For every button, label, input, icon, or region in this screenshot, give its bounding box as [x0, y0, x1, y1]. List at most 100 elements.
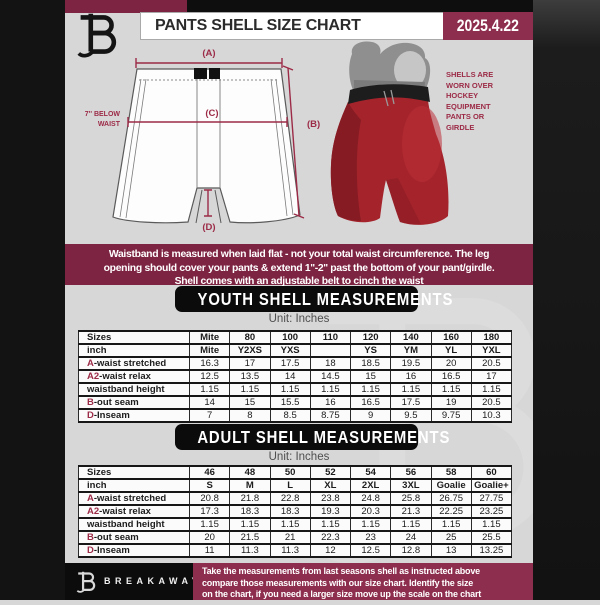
table-cell: 24 — [390, 530, 432, 545]
table-row: inch Mite Y2XS YXS YS YM YL YXL — [78, 343, 513, 358]
table-row: A-waist stretched 16.3 17 17.5 18 18.5 19.5 20 2… — [78, 356, 513, 371]
table-cell: 1.15 — [309, 517, 352, 532]
table-cell: Y2XS — [229, 343, 271, 358]
diagram-label-a: (A) — [202, 48, 215, 59]
adult-section-title: ADULT SHELL MEASUREMENTS — [197, 427, 451, 447]
table-row: waistband height 1.15 1.15 1.15 1.15 1.15 1.15… — [78, 517, 513, 532]
row-label-prefix: A — [87, 493, 94, 504]
table-cell: 56 — [390, 465, 432, 480]
table-row: B-out seam 20 21.5 21 22.3 23 24 25 25.5 — [78, 530, 513, 545]
footer-instructions-line: Take the measurements from last seasons … — [202, 566, 480, 576]
header-top-strip-black — [187, 0, 533, 13]
table-cell: 18.3 — [269, 504, 311, 519]
table-cell: 1.15 — [470, 517, 513, 532]
table-row: A2-waist relax 17.3 18.3 18.3 19.3 20.3 21.3 22… — [78, 504, 513, 519]
table-cell: 22.25 — [430, 504, 472, 519]
table-cell: 12.5 — [188, 369, 231, 384]
row-label: B-out seam — [78, 530, 190, 545]
table-cell: 1.15 — [229, 517, 271, 532]
table-cell: 18 — [309, 356, 352, 371]
table-cell: 13 — [430, 543, 472, 558]
table-cell — [309, 343, 352, 358]
row-label: Sizes — [78, 465, 190, 480]
row-label: D-Inseam — [78, 408, 190, 423]
table-cell: S — [188, 478, 231, 493]
table-cell: 140 — [390, 330, 432, 345]
table-cell: 1.15 — [430, 382, 472, 397]
info-banner-line: Waistband is measured when laid flat - n… — [108, 249, 490, 260]
table-cell: 1.15 — [470, 382, 513, 397]
table-cell: 12 — [309, 543, 352, 558]
table-cell: 27.75 — [470, 491, 513, 506]
table-row: D-Inseam 11 11.3 11.3 12 12.5 12.8 13 13.25 — [78, 543, 513, 558]
shells-worn-note: SHELLS ARE WORN OVER HOCKEY EQUIPMENT PA… — [446, 70, 494, 132]
table-cell: 1.15 — [390, 382, 432, 397]
table-row: D-Inseam 7 8 8.5 8.75 9 9.5 9.75 10.3 — [78, 408, 513, 423]
table-cell: 11.3 — [269, 543, 311, 558]
table-cell: 60 — [470, 465, 513, 480]
table-cell: YM — [390, 343, 432, 358]
table-cell: 21.5 — [229, 530, 271, 545]
right-edge-bar — [533, 0, 600, 600]
youth-unit-label: Unit: Inches — [268, 313, 330, 325]
table-cell: 10.3 — [470, 408, 513, 423]
table-cell: 21 — [269, 530, 311, 545]
row-label-prefix: B — [87, 532, 94, 543]
table-cell: 54 — [349, 465, 392, 480]
table-cell: 17 — [470, 369, 513, 384]
table-cell: 20.3 — [349, 504, 392, 519]
table-cell: 25 — [430, 530, 472, 545]
table-cell: 3XL — [390, 478, 432, 493]
row-label: D-Inseam — [78, 543, 190, 558]
table-cell: 11.3 — [229, 543, 271, 558]
row-label: A-waist stretched — [78, 356, 190, 371]
table-cell: 58 — [430, 465, 472, 480]
table-cell: 12.5 — [349, 543, 392, 558]
table-cell: 21.3 — [390, 504, 432, 519]
row-label: A2-waist relax — [78, 369, 190, 384]
table-cell: 16 — [390, 369, 432, 384]
pants-measurement-diagram: (A) (C) (B) (D) 7'' BELOW WAIST — [78, 46, 320, 238]
table-cell: 16.3 — [188, 356, 231, 371]
table-cell: 1.15 — [309, 382, 352, 397]
table-cell: 8 — [229, 408, 271, 423]
info-banner-line: opening should cover your pants & extend… — [103, 262, 495, 274]
table-cell: 1.15 — [349, 382, 392, 397]
table-row: Sizes Mite 80 100 110 120 140 160 180 — [78, 330, 513, 345]
table-cell: YL — [430, 343, 472, 358]
table-cell: 19.3 — [309, 504, 352, 519]
row-label: A2-waist relax — [78, 504, 190, 519]
table-cell: 1.15 — [390, 517, 432, 532]
table-cell: 160 — [430, 330, 472, 345]
table-cell: M — [229, 478, 271, 493]
below-waist-note-line2: WAIST — [98, 121, 121, 128]
row-label: Sizes — [78, 330, 190, 345]
adult-unit-label: Unit: Inches — [268, 451, 330, 463]
measurements-table: Sizes 46 48 50 52 54 56 58 60 inch S M L XL 2XL 3XL Goal… — [78, 465, 513, 558]
table-cell: 14.5 — [309, 369, 352, 384]
footer: BREAKAWAY Take the measurements from las… — [65, 563, 533, 600]
table-cell: Mite — [188, 343, 231, 358]
youth-size-table: Sizes Mite 80 100 110 120 140 160 180 inch Mite Y2X… — [78, 330, 513, 423]
table-row: Sizes 46 48 50 52 54 56 58 60 — [78, 465, 513, 480]
table-cell: YS — [349, 343, 392, 358]
adult-section-banner: ADULT SHELL MEASUREMENTS — [175, 424, 449, 450]
table-cell: 7 — [188, 408, 231, 423]
table-cell: L — [269, 478, 311, 493]
table-cell: 16 — [309, 395, 352, 410]
table-cell: 8.5 — [269, 408, 311, 423]
table-cell: 180 — [470, 330, 513, 345]
table-cell: YXS — [269, 343, 311, 358]
table-cell: 18.5 — [349, 356, 392, 371]
row-label-prefix: D — [87, 410, 94, 421]
table-row: waistband height 1.15 1.15 1.15 1.15 1.15 1.15… — [78, 382, 513, 397]
footer-instructions: Take the measurements from last seasons … — [193, 563, 533, 600]
table-cell: 50 — [269, 465, 311, 480]
date-text: 2025.4.22 — [456, 16, 520, 35]
table-cell: 22.3 — [309, 530, 352, 545]
header-top-strip-maroon — [65, 0, 187, 13]
adult-size-table: Sizes 46 48 50 52 54 56 58 60 inch S M L XL 2XL 3XL Goal… — [78, 465, 513, 558]
table-cell: YXL — [470, 343, 513, 358]
table-cell: 120 — [349, 330, 392, 345]
table-row: B-out seam 14 15 15.5 16 16.5 17.5 19 20.5 — [78, 395, 513, 410]
